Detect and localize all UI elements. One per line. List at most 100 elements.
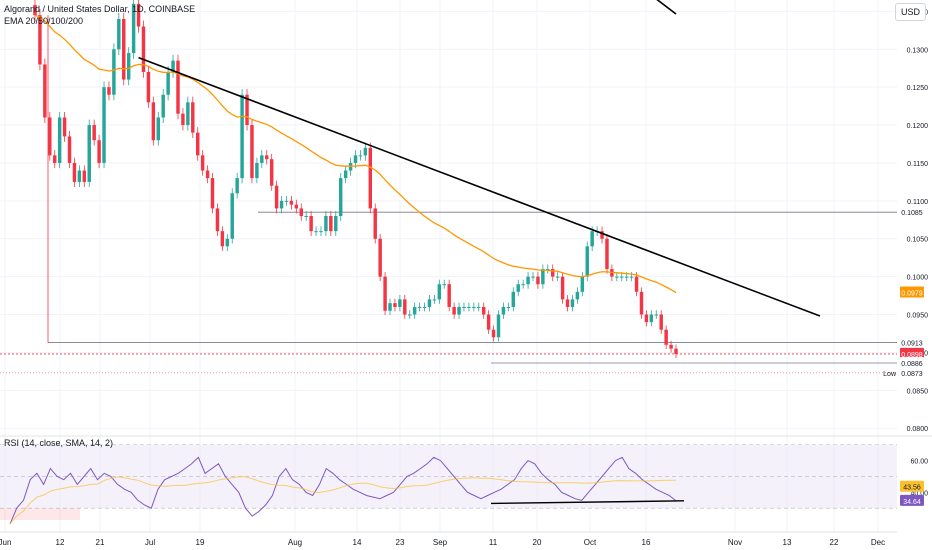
x-tick-label: 20 (533, 538, 542, 547)
axis-value-labels: 0.10850.09790.09130.089814:09:490.0886Lo… (883, 206, 926, 506)
candle-body (408, 314, 412, 316)
candle-body (644, 314, 649, 323)
candle-body (265, 155, 269, 160)
x-tick-label: 23 (396, 538, 405, 547)
x-tick-label: 19 (196, 538, 205, 547)
rsi-value-label-bg (900, 494, 924, 506)
candle-body (654, 314, 659, 316)
candle-body (245, 94, 249, 126)
descending-trendline (138, 56, 821, 317)
candle-body (546, 269, 550, 271)
candle-body (210, 178, 215, 209)
candles (33, 0, 678, 359)
ema-line (34, 14, 677, 294)
rsi-pane-background (0, 444, 897, 520)
x-tick-label: Nov (728, 538, 742, 547)
ema-legend: EMA 20/50/100/200 (4, 16, 84, 26)
currency-button[interactable]: USD (894, 3, 926, 21)
candle-body (506, 306, 511, 308)
candle-body (412, 306, 417, 315)
y-tick-label: 0.0800 (907, 426, 929, 433)
rsi-sma-value-label: 43.56 (903, 485, 921, 492)
candle-body (536, 276, 540, 285)
candle-body (560, 276, 565, 300)
candle-body (649, 314, 654, 323)
candle-body (565, 299, 570, 307)
candle-body (191, 102, 195, 133)
candle-body (329, 216, 333, 232)
horizontal-levels (0, 15, 897, 374)
candle-body (570, 299, 575, 307)
level-label-0913: 0.0913 (901, 341, 923, 348)
candle-body (230, 193, 234, 239)
candle-body (521, 284, 525, 286)
candle-body (585, 246, 589, 277)
x-tick-label: Aug (288, 538, 302, 547)
symbol-title: Algorand / United States Dollar, 1D, COI… (4, 4, 196, 14)
x-tick-label: Sep (433, 538, 448, 547)
rsi-value-label: 34.64 (903, 499, 921, 506)
candle-body (220, 231, 225, 247)
candle-body (255, 162, 259, 179)
candle-body (225, 238, 230, 247)
candle-body (43, 64, 47, 118)
candle-body (57, 117, 62, 163)
candle-body (605, 238, 609, 270)
rsi-oversold-fill (0, 508, 80, 520)
candle-body (417, 306, 422, 308)
candle-body (186, 102, 190, 126)
candle-body (62, 117, 67, 137)
candle-body (491, 329, 496, 338)
candle-body (176, 60, 180, 114)
candle-body (432, 299, 437, 301)
x-tick-label: Dec (871, 538, 885, 547)
candle-body (437, 284, 442, 300)
candle-body (195, 132, 200, 156)
candle-body (353, 155, 358, 163)
candle-body (403, 299, 407, 315)
candle-body (551, 269, 555, 277)
candle-body (669, 344, 673, 349)
last-price-label: 0.0898 (901, 352, 923, 359)
candle-body (615, 276, 619, 278)
x-tick-label: Jul (145, 538, 155, 547)
candle-body (477, 306, 481, 308)
candle-body (171, 60, 175, 72)
candle-body (516, 284, 520, 292)
candle-body (299, 208, 303, 216)
candle-body (48, 117, 52, 156)
candle-body (156, 117, 160, 141)
candle-body (235, 178, 239, 194)
candle-body (67, 136, 72, 163)
x-tick-label: 16 (642, 538, 651, 547)
candle-body (274, 185, 279, 209)
candle-body (131, 3, 136, 54)
y-tick-label: 0.1100 (907, 199, 928, 206)
candle-body (215, 208, 220, 232)
candle-body (324, 216, 328, 232)
candle-body (343, 170, 348, 179)
rsi-sma-value-label-bg (900, 480, 924, 492)
candle-body (82, 170, 87, 182)
candle-body (634, 276, 639, 292)
level-label-1085: 0.1085 (901, 210, 923, 217)
rsi-support-line (490, 500, 685, 505)
y-tick-label: 0.1250 (907, 85, 929, 92)
y-axis: 0.08000.08500.09000.09500.10000.10500.11… (907, 9, 929, 497)
grid (0, 0, 932, 533)
candle-body (250, 125, 254, 179)
candle-body (674, 348, 678, 354)
candle-body (575, 291, 580, 300)
candle-body (107, 87, 111, 95)
candle-body (447, 284, 451, 307)
candle-body (338, 178, 343, 216)
candle-body (260, 155, 264, 163)
rsi-line (9, 456, 677, 525)
candle-body (664, 329, 668, 345)
candle-body (294, 204, 299, 209)
x-tick-label: 21 (96, 538, 105, 547)
candle-body (580, 276, 585, 292)
candle-body (166, 72, 170, 95)
candle-body (200, 155, 205, 171)
